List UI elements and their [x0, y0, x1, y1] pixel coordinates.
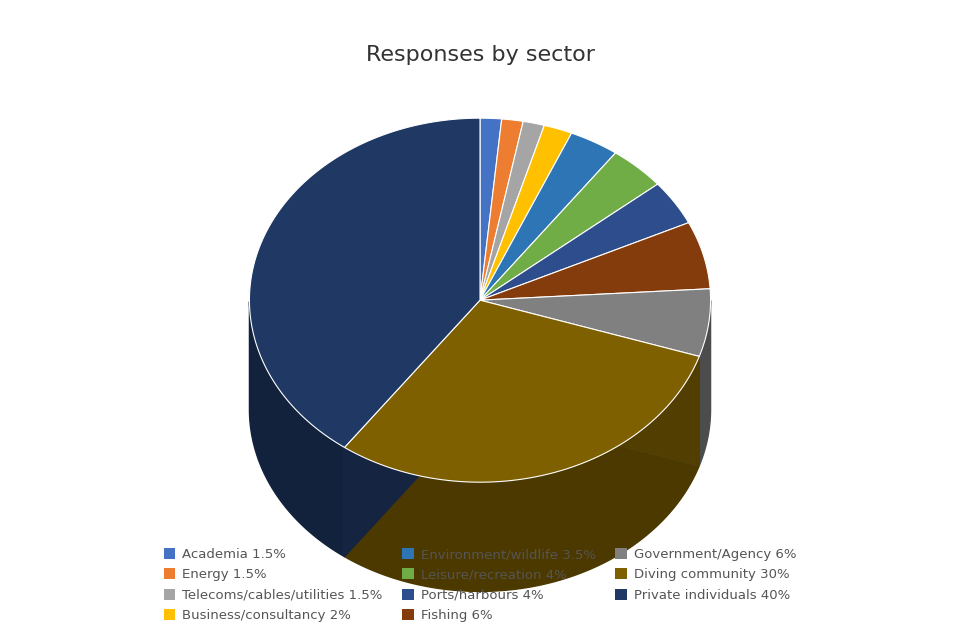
Polygon shape — [480, 133, 615, 300]
Polygon shape — [480, 122, 544, 300]
Polygon shape — [345, 300, 480, 557]
Polygon shape — [480, 118, 502, 300]
Polygon shape — [480, 125, 571, 300]
Polygon shape — [480, 300, 699, 466]
Polygon shape — [480, 184, 688, 300]
Text: Responses by sector: Responses by sector — [366, 45, 594, 65]
Polygon shape — [480, 300, 699, 466]
Polygon shape — [480, 153, 658, 300]
Polygon shape — [480, 289, 710, 356]
Polygon shape — [480, 223, 710, 300]
Polygon shape — [345, 300, 699, 482]
Polygon shape — [480, 119, 523, 300]
Polygon shape — [250, 301, 345, 557]
Polygon shape — [345, 356, 699, 591]
Polygon shape — [699, 300, 710, 466]
Polygon shape — [250, 118, 480, 447]
Legend: Academia 1.5%, Energy 1.5%, Telecoms/cables/utilities 1.5%, Business/consultancy: Academia 1.5%, Energy 1.5%, Telecoms/cab… — [158, 543, 802, 627]
Polygon shape — [345, 300, 480, 557]
